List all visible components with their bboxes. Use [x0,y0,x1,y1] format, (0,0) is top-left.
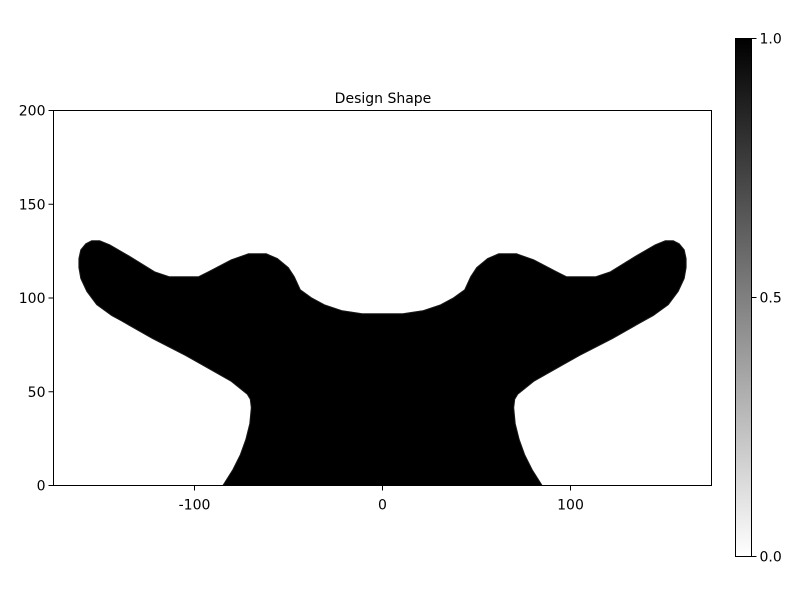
colorbar-tick-label: 0.5 [760,291,782,307]
colorbar-tick-label: 0.0 [760,550,782,566]
colorbar-gradient [735,38,752,557]
colorbar-ticks: 0.0 0.5 1.0 [751,32,782,566]
x-tick-label: 100 [557,498,584,514]
y-axis: 0 50 100 150 200 [19,104,54,495]
design-shape [78,240,687,486]
colorbar-tick-label: 1.0 [760,32,782,48]
colorbar: 0.0 0.5 1.0 [735,32,782,566]
x-axis: -100 0 100 [179,485,584,514]
y-tick-label: 200 [19,104,46,120]
x-tick-label: -100 [179,498,211,514]
y-tick-label: 50 [28,385,46,401]
plot-area [53,110,712,486]
y-tick-label: 150 [19,197,46,213]
chart-title: Design Shape [335,91,432,107]
y-tick-label: 0 [37,479,46,495]
x-tick-label: 0 [378,498,387,514]
y-tick-label: 100 [19,291,46,307]
